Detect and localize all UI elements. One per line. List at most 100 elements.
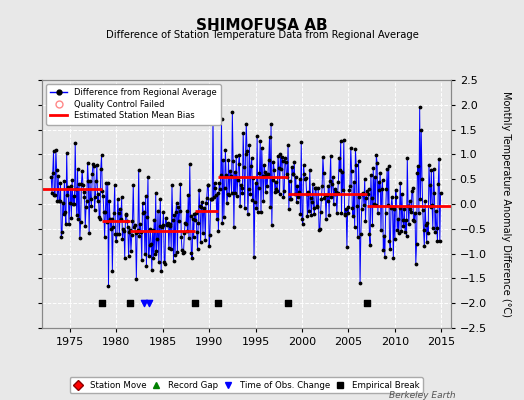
Point <box>100 209 108 216</box>
Point <box>421 198 429 205</box>
Point <box>205 242 213 249</box>
Point <box>395 205 403 211</box>
Point <box>117 216 125 222</box>
Point <box>331 190 340 197</box>
Point <box>206 232 214 238</box>
Point <box>231 190 239 196</box>
Point <box>367 195 376 202</box>
Point <box>281 155 289 161</box>
Point <box>292 174 300 180</box>
Point <box>354 233 362 240</box>
Point <box>135 167 143 173</box>
Point <box>231 169 239 175</box>
Point <box>380 254 389 260</box>
Point <box>285 206 293 212</box>
Point <box>197 204 205 210</box>
Text: Berkeley Earth: Berkeley Earth <box>389 391 456 400</box>
Point <box>190 210 199 217</box>
Point <box>323 198 332 204</box>
Point <box>152 248 161 254</box>
Point <box>398 216 407 223</box>
Point <box>226 172 235 179</box>
Point <box>416 196 424 202</box>
Point <box>91 194 100 200</box>
Point <box>224 191 232 198</box>
Point <box>192 229 201 236</box>
Point <box>119 226 127 233</box>
Point <box>367 172 375 178</box>
Point <box>386 246 395 252</box>
Point <box>374 210 382 216</box>
Point <box>260 162 268 168</box>
Point <box>258 145 266 151</box>
Point <box>75 181 83 187</box>
Point <box>407 209 416 215</box>
Point <box>56 198 64 204</box>
Point <box>80 189 88 195</box>
Point <box>48 189 56 196</box>
Point <box>271 189 279 195</box>
Point <box>341 212 350 218</box>
Point <box>330 185 339 192</box>
Point <box>69 201 77 207</box>
Point <box>62 221 70 227</box>
Point <box>172 199 181 206</box>
Point <box>61 208 69 215</box>
Point <box>56 180 64 186</box>
Point <box>314 185 322 192</box>
Point <box>96 166 105 172</box>
Point <box>362 194 370 201</box>
Point <box>298 216 306 222</box>
Point <box>101 234 109 240</box>
Point <box>422 238 431 245</box>
Point <box>106 226 115 232</box>
Point <box>318 183 326 190</box>
Point <box>89 160 97 167</box>
Point <box>127 248 135 254</box>
Point <box>357 206 366 212</box>
Point <box>90 163 98 169</box>
Point <box>130 224 138 230</box>
Point <box>384 202 392 208</box>
Point <box>53 198 62 204</box>
Point <box>189 216 197 222</box>
Point <box>111 182 119 188</box>
Point <box>166 221 174 227</box>
Point <box>372 202 380 208</box>
Point <box>201 236 210 243</box>
Point <box>356 280 364 286</box>
Point <box>307 194 315 201</box>
Point <box>187 212 195 219</box>
Point <box>68 177 77 183</box>
Point <box>369 165 377 171</box>
Point <box>345 187 353 194</box>
Legend: Station Move, Record Gap, Time of Obs. Change, Empirical Break: Station Move, Record Gap, Time of Obs. C… <box>70 377 423 393</box>
Point <box>234 161 243 167</box>
Text: Difference of Station Temperature Data from Regional Average: Difference of Station Temperature Data f… <box>105 30 419 40</box>
Point <box>236 203 244 210</box>
Point <box>289 171 298 177</box>
Point <box>242 121 250 127</box>
Point <box>126 227 134 233</box>
Point <box>64 184 72 191</box>
Point <box>141 193 150 200</box>
Point <box>181 220 189 226</box>
Point <box>185 235 193 241</box>
Point <box>286 196 294 202</box>
Point <box>349 213 357 220</box>
Point <box>383 166 391 172</box>
Point <box>316 209 325 215</box>
Point <box>51 192 59 198</box>
Point <box>225 192 233 198</box>
Point <box>101 209 110 216</box>
Point <box>124 224 132 230</box>
Point <box>329 174 337 180</box>
Point <box>213 190 222 196</box>
Point <box>226 168 234 174</box>
Point <box>220 214 228 220</box>
Point <box>405 221 413 227</box>
Point <box>88 171 96 177</box>
Point <box>149 254 158 261</box>
Point <box>289 170 297 177</box>
Point <box>80 193 89 200</box>
